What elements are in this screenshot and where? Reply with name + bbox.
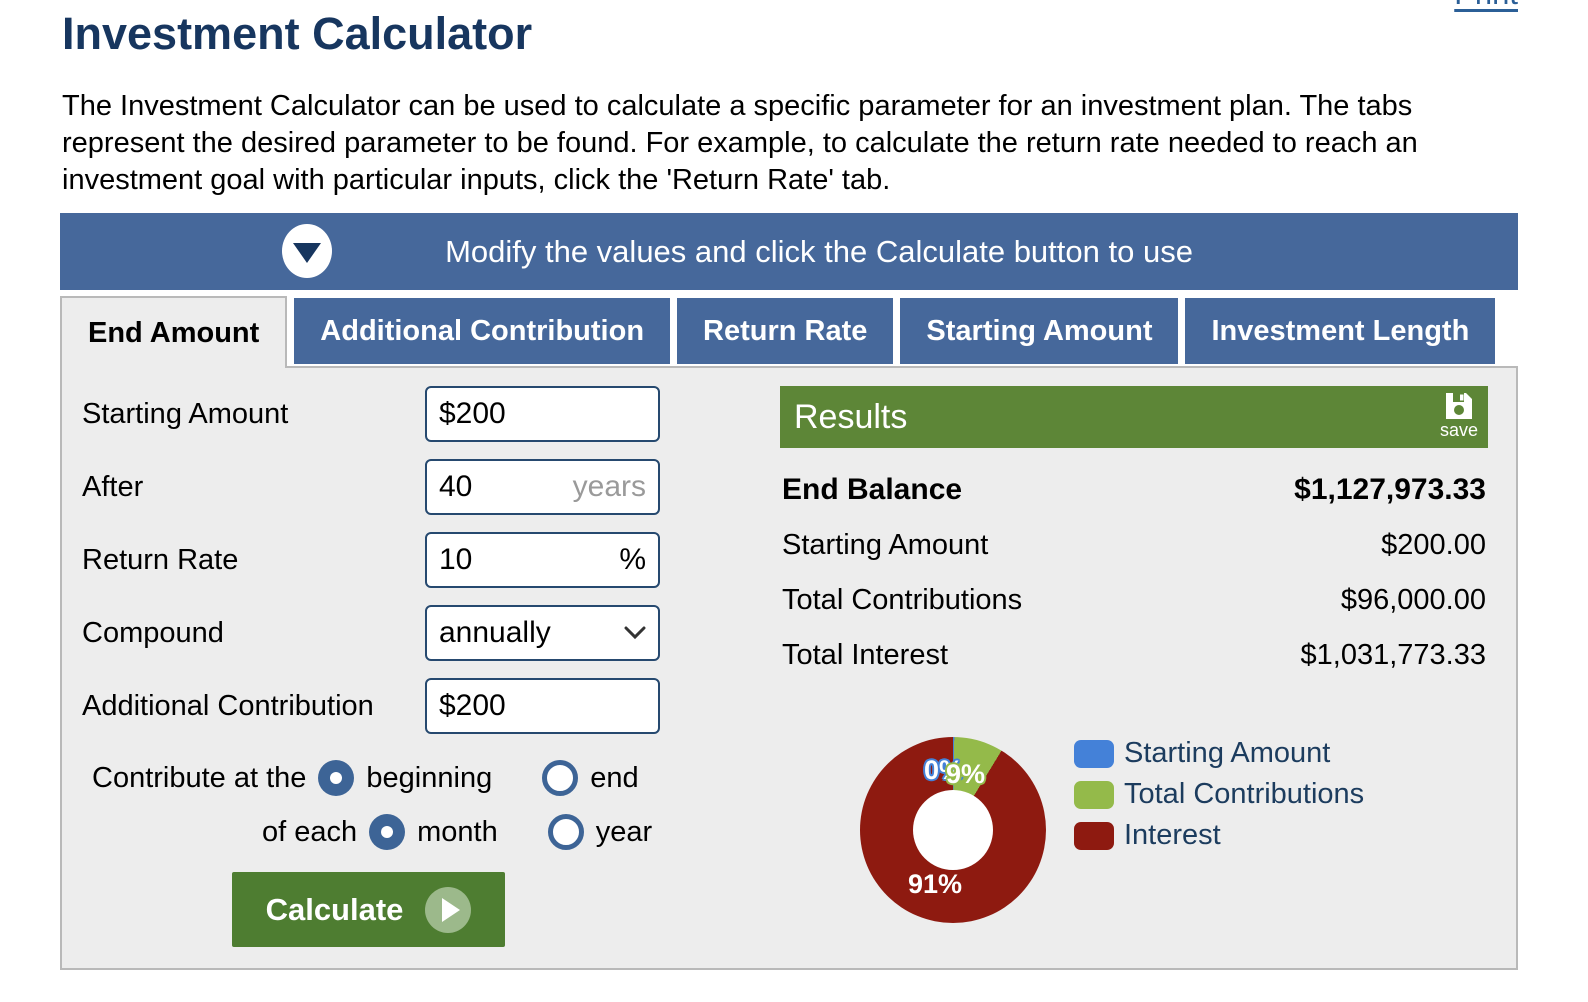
result-row-end-balance: End Balance $1,127,973.33 [780, 462, 1488, 518]
form-row: Starting Amount [82, 386, 732, 442]
after-years-input[interactable] [439, 470, 573, 504]
donut-chart: 0% 9% 91% [860, 737, 1046, 923]
results-title: Results [794, 397, 908, 436]
tab-additional-contribution[interactable]: Additional Contribution [294, 298, 671, 364]
contribute-frequency-group: of each month year [262, 814, 732, 850]
save-label: save [1439, 420, 1478, 440]
legend-swatch-interest [1074, 821, 1114, 850]
legend-swatch-total-contributions [1074, 780, 1114, 809]
beginning-radio-label[interactable]: beginning [366, 761, 493, 794]
beginning-radio[interactable] [318, 760, 355, 796]
contribute-frequency-prefix: of each [262, 815, 358, 848]
month-radio-label[interactable]: month [417, 815, 498, 848]
percent-suffix: % [619, 543, 646, 576]
month-radio[interactable] [369, 814, 406, 850]
after-field: years [425, 459, 660, 515]
years-suffix: years [572, 470, 646, 503]
compound-selected-value: annually [439, 616, 551, 649]
additional-contribution-input[interactable] [439, 689, 646, 723]
results-panel: Results save End Balance $1,127,973.33 [780, 386, 1488, 968]
calculator-tabs: End Amount Additional Contribution Retur… [60, 296, 1496, 368]
allocation-chart: 0% 9% 91% Starting Amount Total Contribu… [780, 737, 1488, 923]
year-radio[interactable] [547, 814, 584, 850]
calculate-button[interactable]: Calculate [232, 872, 505, 947]
after-label: After [82, 470, 144, 503]
result-row-total-interest: Total Interest $1,031,773.33 [780, 628, 1488, 683]
instruction-banner: Modify the values and click the Calculat… [60, 213, 1518, 290]
compound-label: Compound [82, 616, 224, 649]
page-title: Investment Calculator [62, 8, 533, 59]
pie-label-starting-amount: 0% [924, 755, 964, 785]
legend-swatch-starting-amount [1074, 739, 1114, 768]
result-value: $96,000.00 [1340, 584, 1486, 616]
input-form: Starting Amount After years Return Rate … [82, 386, 732, 968]
legend-item: Total Contributions [1074, 778, 1364, 811]
page-description: The Investment Calculator can be used to… [62, 90, 1418, 196]
form-row: Additional Contribution [82, 678, 732, 734]
year-radio-label[interactable]: year [595, 815, 653, 848]
tab-investment-length[interactable]: Investment Length [1185, 298, 1496, 364]
print-link[interactable]: Print [1454, 0, 1518, 12]
contribute-timing-group: Contribute at the beginning end [92, 760, 732, 796]
result-label: Total Contributions [782, 584, 1023, 616]
contribute-timing-prefix: Contribute at the [92, 761, 307, 794]
donut-hole [913, 790, 993, 870]
additional-contribution-field [425, 678, 660, 734]
starting-amount-label: Starting Amount [82, 397, 289, 430]
end-radio-label[interactable]: end [590, 761, 639, 794]
starting-amount-input[interactable] [439, 397, 646, 431]
results-rows: End Balance $1,127,973.33 Starting Amoun… [780, 462, 1488, 683]
tab-return-rate[interactable]: Return Rate [677, 298, 894, 364]
tab-end-amount[interactable]: End Amount [60, 296, 288, 368]
pie-label-interest: 91% [908, 869, 963, 899]
result-value: $1,031,773.33 [1300, 639, 1486, 671]
return-rate-input[interactable] [439, 543, 620, 577]
result-label: End Balance [782, 473, 963, 506]
result-label: Total Interest [782, 639, 949, 671]
tab-starting-amount[interactable]: Starting Amount [900, 298, 1179, 364]
compound-select[interactable]: annually [425, 605, 660, 661]
return-rate-field: % [425, 532, 660, 588]
result-value: $200.00 [1381, 529, 1486, 561]
result-row-starting-amount: Starting Amount $200.00 [780, 518, 1488, 573]
pie-label-total-contributions: 9% [946, 759, 986, 789]
legend-item: Starting Amount [1074, 737, 1364, 770]
chevron-down-icon[interactable] [282, 224, 332, 278]
form-row: After years [82, 459, 732, 515]
result-label: Starting Amount [782, 529, 989, 561]
form-row: Return Rate % [82, 532, 732, 588]
legend-label: Total Contributions [1124, 778, 1365, 810]
legend-label: Starting Amount [1124, 737, 1331, 769]
additional-contribution-label: Additional Contribution [82, 689, 374, 722]
save-floppy-icon [1445, 393, 1472, 419]
legend-label: Interest [1124, 819, 1221, 851]
result-value: $1,127,973.33 [1294, 473, 1486, 506]
results-header: Results save [780, 386, 1488, 448]
end-radio[interactable] [542, 760, 579, 796]
chart-legend: Starting Amount Total Contributions Inte… [1074, 737, 1364, 860]
legend-item: Interest [1074, 819, 1364, 852]
calculate-button-label: Calculate [265, 891, 404, 927]
save-button[interactable]: save [1440, 391, 1478, 439]
banner-text: Modify the values and click the Calculat… [445, 233, 1193, 269]
result-row-total-contributions: Total Contributions $96,000.00 [780, 573, 1488, 628]
select-chevron-icon [624, 626, 646, 640]
return-rate-label: Return Rate [82, 543, 239, 576]
calculator-panel: Starting Amount After years Return Rate … [60, 366, 1518, 970]
form-row: Compound annually [82, 605, 732, 661]
play-icon [425, 886, 472, 933]
starting-amount-field [425, 386, 660, 442]
